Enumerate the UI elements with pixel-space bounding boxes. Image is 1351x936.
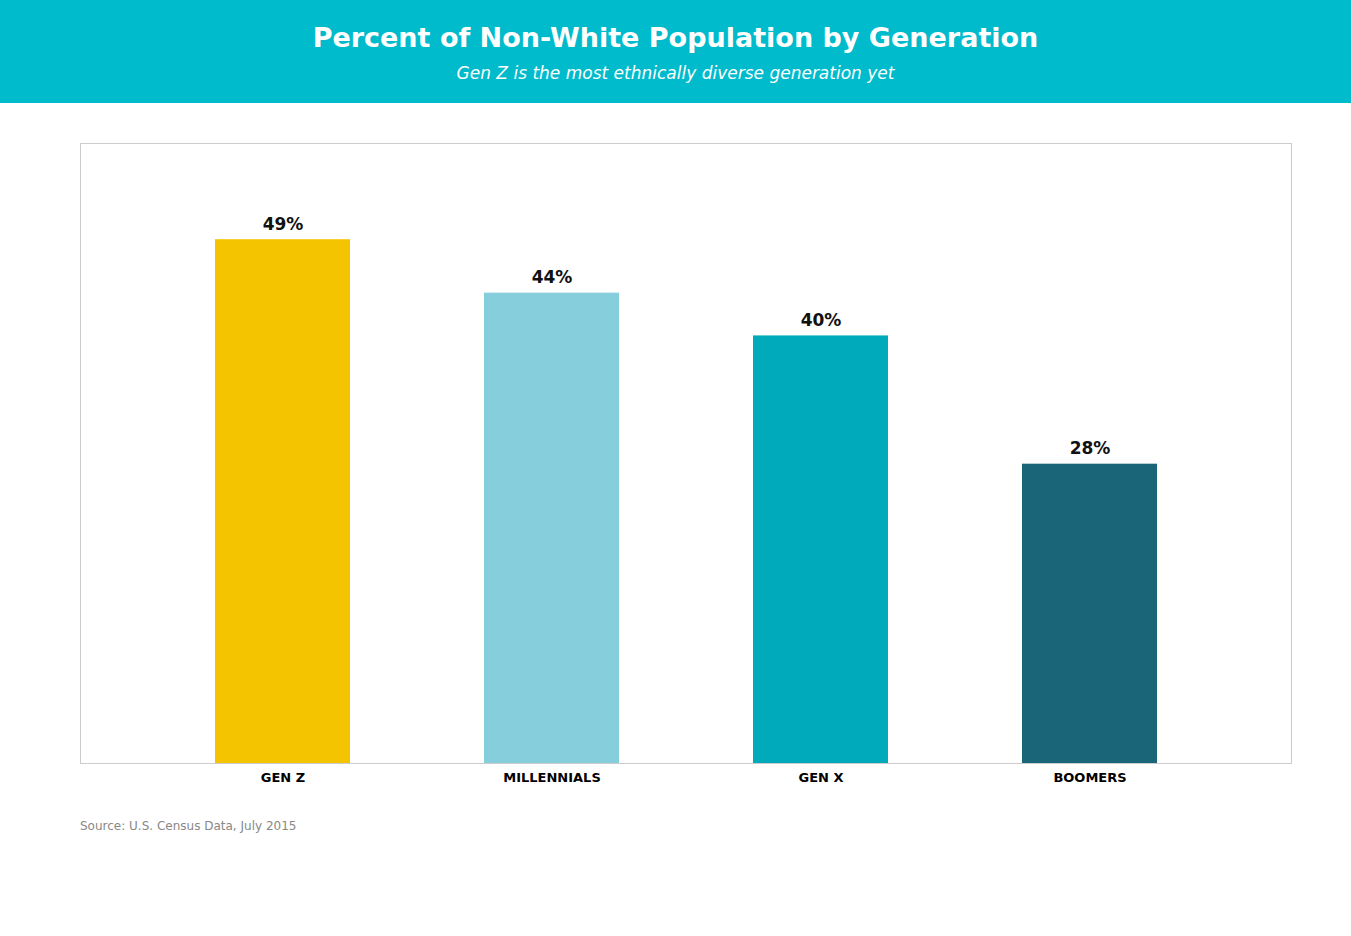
- html-text:Source: U.S. Census Data, July: Source: U.S. Census Data, July 2015: [80, 819, 297, 833]
- svg-text:49%: 49%: [263, 214, 304, 234]
- svg-text:MILLENNIALS: MILLENNIALS: [503, 770, 601, 785]
- svg-text:44%: 44%: [532, 267, 573, 287]
- svg-text:BOOMERS: BOOMERS: [1053, 770, 1126, 785]
- svg-text:40%: 40%: [801, 310, 842, 330]
- svg-text:GEN X: GEN X: [799, 770, 844, 785]
- html-text:Percent of Non-White Populatio: Percent of Non-White Population by Gener…: [312, 22, 1039, 53]
- svg-text:GEN Z: GEN Z: [261, 770, 305, 785]
- html-text:Gen Z is the most ethnically d: Gen Z is the most ethnically diverse gen…: [456, 63, 895, 83]
- svg-text:28%: 28%: [1070, 438, 1111, 458]
